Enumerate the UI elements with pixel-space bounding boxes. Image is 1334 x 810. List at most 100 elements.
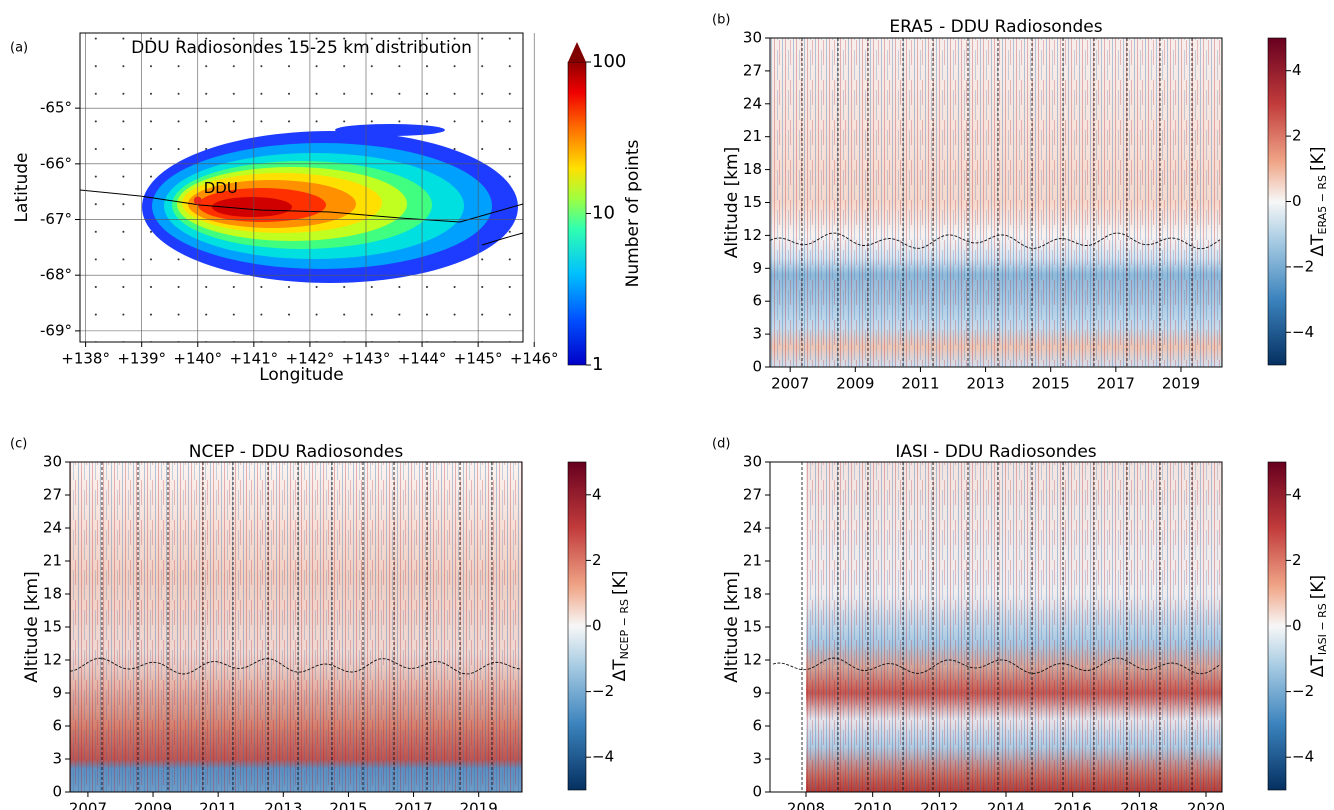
heatmap-texture (806, 462, 1222, 792)
y-tick-label: 9 (752, 684, 762, 702)
colorbar-extend (568, 42, 586, 62)
y-tick-label: 12 (43, 651, 62, 669)
panel-label: (c) (10, 437, 27, 452)
x-tick-label: +144° (398, 350, 447, 368)
colorbar-tick-label: −4 (592, 748, 614, 766)
y-tick-label: 24 (743, 94, 762, 112)
chart-title: NCEP - DDU Radiosondes (189, 442, 404, 462)
y-tick-label: 27 (43, 486, 62, 504)
colorbar-tick-label: 4 (1292, 485, 1302, 503)
x-tick-label: 2015 (329, 800, 367, 810)
y-axis-label: Altitude [km] (722, 571, 742, 683)
tropopause-line (769, 232, 1221, 250)
colorbar-tick-label: −2 (1292, 682, 1314, 700)
x-tick-label: 2019 (460, 800, 498, 810)
y-tick-label: 6 (52, 717, 62, 735)
chart-title: ERA5 - DDU Radiosondes (889, 17, 1102, 37)
y-tick-label: 21 (43, 552, 62, 570)
y-tick-label: 9 (752, 259, 762, 277)
colorbar-label: ΔTIASI − RS [K] (1308, 575, 1329, 677)
y-tick-label: 12 (743, 226, 762, 244)
y-axis-label: Latitude (12, 153, 32, 223)
x-tick-label: 2009 (836, 375, 874, 393)
x-tick-label: +145° (454, 350, 503, 368)
y-tick-label: 3 (52, 750, 62, 768)
x-tick-label: 2011 (199, 800, 237, 810)
x-tick-label: 2007 (69, 800, 107, 810)
y-tick-label: -69° (40, 321, 72, 339)
colorbar (567, 461, 587, 791)
y-tick-label: 30 (743, 29, 762, 47)
y-tick-label: 24 (743, 519, 762, 537)
y-tick-label: 3 (752, 750, 762, 768)
y-tick-label: 0 (752, 783, 762, 801)
y-tick-label: 12 (743, 651, 762, 669)
x-tick-label: 2017 (394, 800, 432, 810)
colorbar (567, 61, 587, 366)
x-tick-label: 2016 (1054, 800, 1092, 810)
tropopause-line (772, 657, 1221, 675)
colorbar (1267, 37, 1287, 366)
y-tick-label: 18 (43, 585, 62, 603)
x-tick-label: 2013 (966, 375, 1004, 393)
plot-frame (79, 32, 524, 343)
colorbar-tick-label: 0 (1292, 617, 1302, 635)
x-tick-label: +142° (286, 350, 335, 368)
colorbar-label-unit: [K] (1308, 575, 1328, 599)
colorbar-tick-label: −2 (1292, 257, 1314, 275)
colorbar-tick-label: 2 (592, 551, 602, 569)
colorbar-tick-label: 4 (592, 485, 602, 503)
chart-title: DDU Radiosondes 15-25 km distribution (131, 38, 472, 58)
colorbar (1267, 461, 1287, 791)
y-tick-label: -66° (40, 154, 72, 172)
panel-label: (a) (10, 41, 28, 56)
station-point (193, 196, 202, 205)
chart-title: IASI - DDU Radiosondes (895, 442, 1096, 462)
tropopause-line (69, 657, 521, 675)
x-tick-label: +139° (117, 350, 166, 368)
colorbar-tick-label: 0 (592, 617, 602, 635)
y-tick-label: 15 (43, 618, 62, 636)
y-tick-label: 27 (743, 61, 762, 79)
x-tick-label: 2014 (987, 800, 1025, 810)
x-tick-label: +146° (510, 350, 559, 368)
colorbar-tick-label: 2 (1292, 551, 1302, 569)
plot-frame (69, 461, 523, 793)
plot-frame (769, 461, 1223, 793)
colorbar-tick-label: 100 (592, 51, 626, 72)
y-axis-label: Altitude [km] (722, 147, 742, 259)
x-tick-label: 2020 (1187, 800, 1225, 810)
colorbar-label-sub: NCEP − RS (618, 599, 631, 659)
y-tick-label: 24 (43, 519, 62, 537)
x-tick-label: 2010 (854, 800, 892, 810)
colorbar-label-unit: [K] (610, 571, 630, 595)
y-tick-label: 30 (43, 453, 62, 471)
colorbar-label-main: ΔT (1308, 234, 1328, 257)
coastline (79, 189, 524, 223)
x-tick-label: 2012 (920, 800, 958, 810)
contour (212, 197, 292, 217)
y-tick-label: -67° (40, 210, 72, 228)
colorbar-label-main: ΔT (610, 659, 630, 682)
colorbar-label-main: ΔT (1308, 655, 1328, 678)
x-tick-label: +141° (229, 350, 278, 368)
colorbar-label-sub: IASI − RS (1316, 603, 1329, 655)
y-tick-label: 9 (52, 684, 62, 702)
y-tick-label: 30 (743, 453, 762, 471)
x-tick-label: 2009 (134, 800, 172, 810)
x-tick-label: 2017 (1097, 375, 1135, 393)
panel-label: (b) (712, 13, 730, 28)
colorbar-tick-label: 1 (592, 354, 603, 375)
y-tick-label: 0 (52, 783, 62, 801)
colorbar-tick-label: 4 (1292, 61, 1302, 79)
y-tick-label: 27 (743, 486, 762, 504)
colorbar-label-sub: ERA5 − RS (1316, 175, 1329, 235)
contour-art (79, 33, 524, 342)
y-tick-label: 18 (743, 160, 762, 178)
colorbar-tick-label: 0 (1292, 192, 1302, 210)
y-tick-label: 21 (743, 127, 762, 145)
colorbar-label-unit: [K] (1308, 147, 1328, 171)
x-tick-label: +143° (342, 350, 391, 368)
y-tick-label: 0 (752, 358, 762, 376)
